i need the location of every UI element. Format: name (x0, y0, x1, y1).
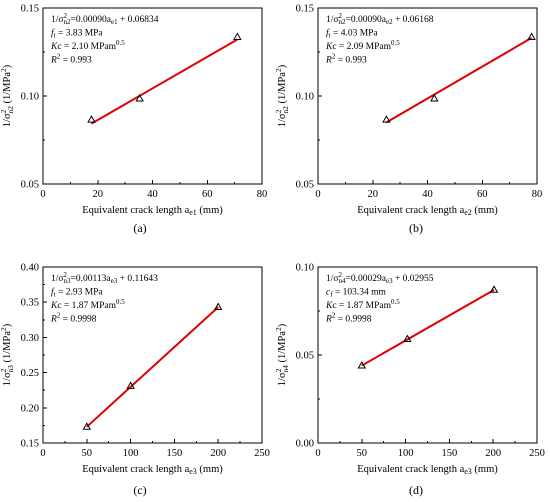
y-tick-label: 0.05 (21, 180, 39, 191)
y-tick-label: 0.30 (21, 333, 39, 344)
x-tick-label: 40 (147, 189, 158, 200)
y-tick-label: 0.10 (296, 263, 314, 274)
annotation-line-1: 1/σ2 n3=0.00113ae3 + 0.11643 (51, 271, 158, 285)
x-tick-label: 20 (368, 189, 379, 200)
annotation-line-4: R2 = 0.993 (325, 53, 367, 66)
y-axis-title: 1/σ2n2 (1/MPa2) (274, 64, 290, 127)
annotation-line-4: R2 = 0.9998 (50, 312, 97, 325)
chart-panel-2: 0 20 40 60 80 0.05 0.10 0.15 Equivalent crack le… (274, 4, 542, 236)
data-point (357, 360, 367, 369)
annotation-line-2: ft = 3.83 MPa (51, 28, 103, 40)
data-point (527, 32, 536, 40)
x-tick-label: 150 (442, 448, 458, 459)
data-point (233, 32, 242, 40)
x-tick-label: 0 (40, 448, 45, 459)
annotation-line-1: 1/σ2 n2=0.00090ae1 + 0.06834 (51, 12, 159, 26)
fit-line (385, 37, 533, 124)
panel-label: (d) (409, 483, 423, 497)
x-tick-label: 250 (529, 448, 545, 459)
data-point (430, 94, 439, 102)
x-axis-title: Equivalent crack length ae2 (mm) (357, 205, 498, 217)
y-tick-label: 0.10 (296, 92, 314, 103)
annotation-line-2: ft = 2.93 MPa (51, 287, 103, 299)
x-axis-title: Equivalent crack length ae3 (mm) (82, 464, 223, 476)
data-point (489, 285, 499, 293)
x-tick-label: 100 (123, 448, 139, 459)
y-tick-label: 0.10 (21, 92, 39, 103)
annotation-line-3: Kc = 2.09 MPam0.5 (325, 39, 400, 52)
data-point (382, 115, 391, 123)
annotation-line-4: R2 = 0.993 (50, 53, 92, 66)
annotation-line-3: Kc = 1.87 MPam0.5 (325, 298, 400, 311)
x-tick-label: 0 (315, 448, 320, 459)
x-tick-label: 200 (485, 448, 501, 459)
y-axis-title: 1/σ2n2 (1/MPa2) (0, 64, 15, 127)
annotation-line-1: 1/σ2 n2=0.00090ae2 + 0.06168 (326, 12, 434, 26)
y-tick-label: 0.40 (21, 263, 39, 274)
annotation-line-2: ft = 4.03 MPa (326, 28, 378, 40)
x-tick-label: 50 (357, 448, 368, 459)
panel-label: (c) (133, 483, 146, 497)
x-tick-label: 80 (257, 189, 268, 200)
data-point (135, 94, 144, 102)
x-axis-title: Equivalent crack length ae3 (mm) (357, 464, 498, 476)
chart-panel-4: 0 50 100 150 200 250 0.00 0.05 0.10 Equivalent cr… (274, 263, 545, 498)
y-tick-label: 0.00 (296, 439, 314, 450)
x-tick-label: 40 (422, 189, 433, 200)
x-tick-label: 250 (254, 448, 270, 459)
x-tick-label: 150 (167, 448, 183, 459)
x-tick-label: 0 (315, 189, 320, 200)
annotation-line-4: R2 = 0.9998 (325, 312, 372, 325)
annotation-line-1: 1/σ2 n4=0.00029ae3 + 0.02955 (326, 271, 434, 285)
x-tick-label: 50 (82, 448, 93, 459)
data-point (403, 334, 412, 343)
x-tick-label: 80 (532, 189, 543, 200)
fit-line (86, 306, 219, 428)
annotation-line-2: cf = 103.34 mm (326, 288, 387, 299)
annotation-line-3: Kc = 1.87 MPam0.5 (50, 298, 125, 311)
y-tick-label: 0.20 (21, 403, 39, 414)
panel-label: (b) (409, 221, 423, 235)
x-tick-label: 20 (93, 189, 104, 200)
x-tick-label: 100 (398, 448, 414, 459)
x-axis-title: Equivalent crack length ae1 (mm) (82, 205, 223, 217)
panel-label: (a) (133, 221, 146, 235)
y-tick-label: 0.15 (21, 439, 39, 450)
data-point (87, 115, 96, 123)
data-point (126, 381, 135, 389)
y-axis-title: 1/σ2n4 (1/MPa2) (274, 323, 290, 386)
x-tick-label: 60 (477, 189, 488, 200)
y-tick-label: 0.05 (296, 351, 314, 362)
y-tick-label: 0.15 (296, 4, 314, 15)
y-tick-label: 0.35 (21, 298, 39, 309)
chart-panel-1: 0 20 40 60 80 0.05 0.10 0.15 Equivalent crack le… (0, 4, 267, 236)
chart-panel-3: 0 50 100 150 200 250 0.15 0.20 0.25 0.30 0.35 0.40 E… (0, 263, 270, 498)
y-tick-label: 0.25 (21, 368, 39, 379)
x-tick-label: 0 (40, 189, 45, 200)
fit-line (361, 289, 495, 367)
fit-line (90, 38, 238, 125)
annotation-line-3: Kc = 2.10 MPam0.5 (50, 39, 125, 52)
data-point (213, 302, 223, 311)
x-tick-label: 60 (202, 189, 213, 200)
x-tick-label: 200 (210, 448, 226, 459)
y-tick-label: 0.05 (296, 180, 314, 191)
data-point (82, 422, 92, 430)
y-tick-label: 0.15 (21, 4, 39, 15)
